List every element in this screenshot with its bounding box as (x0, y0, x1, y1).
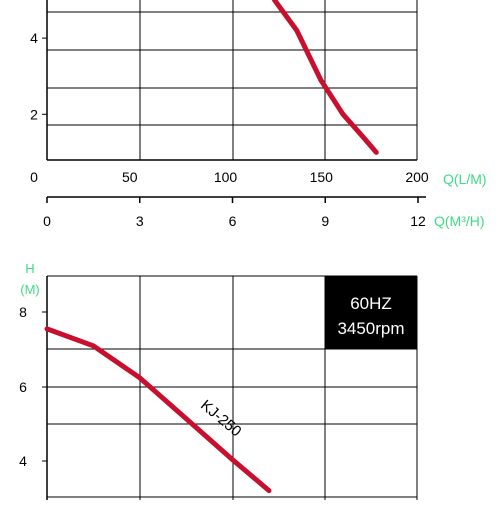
top-panel: 24 (30, 0, 418, 161)
bottom-y-tick-label: 8 (19, 304, 27, 320)
m3h-tick-label: 12 (410, 213, 426, 229)
lpm-axis-label: Q(L/M) (443, 171, 487, 187)
lpm-tick-label: 200 (405, 169, 429, 185)
badge-speed: 3450rpm (337, 319, 404, 338)
lpm-tick-label: 150 (310, 169, 334, 185)
flow-axes: 0 50 100 150 200 Q(L/M) 0 3 6 9 12 Q(M³/H) (30, 169, 486, 229)
top-performance-curve (272, 0, 379, 155)
m3h-tick-label: 6 (229, 213, 237, 229)
m3h-tick-label: 9 (321, 213, 329, 229)
lpm-tick-label: 100 (214, 169, 238, 185)
lpm-tick-label: 0 (30, 169, 38, 185)
m3h-axis-label: Q(M³/H) (434, 213, 485, 229)
top-y-tick-label: 2 (30, 106, 38, 122)
lpm-tick-label: 50 (122, 169, 138, 185)
top-y-tick-label: 4 (30, 30, 38, 46)
bottom-y-tick-label: 4 (19, 453, 27, 469)
spec-badge (325, 276, 417, 349)
bottom-y-label-unit: (M) (20, 282, 40, 297)
badge-frequency: 60HZ (350, 294, 392, 313)
m3h-tick-label: 3 (136, 213, 144, 229)
bottom-performance-curve (44, 326, 272, 494)
bottom-y-tick-label: 6 (19, 379, 27, 395)
bottom-y-label-h: H (25, 261, 34, 276)
m3h-tick-label: 0 (43, 213, 51, 229)
